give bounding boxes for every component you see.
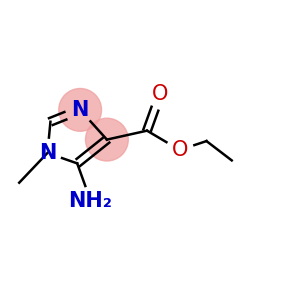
Text: NH₂: NH₂ [69, 190, 112, 211]
Text: O: O [152, 83, 169, 103]
Text: N: N [71, 100, 89, 120]
Text: N: N [39, 143, 56, 163]
Circle shape [85, 118, 128, 161]
Circle shape [59, 88, 102, 131]
Text: O: O [172, 140, 188, 160]
